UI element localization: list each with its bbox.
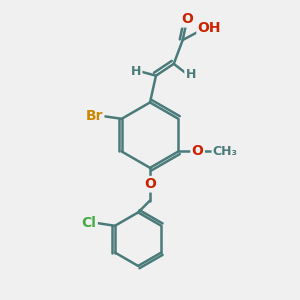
Text: Br: Br — [85, 109, 103, 123]
Text: O: O — [181, 12, 193, 26]
Text: O: O — [192, 145, 204, 158]
Text: OH: OH — [198, 21, 221, 35]
Text: O: O — [144, 177, 156, 191]
Text: Cl: Cl — [82, 216, 97, 230]
Text: H: H — [185, 68, 196, 81]
Text: H: H — [131, 65, 141, 78]
Text: CH₃: CH₃ — [213, 145, 238, 158]
